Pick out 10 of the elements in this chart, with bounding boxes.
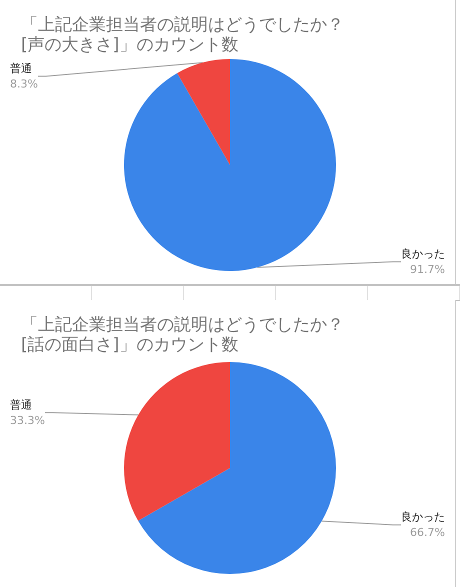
- data-label: 66.7%: [410, 526, 445, 540]
- slice-label: 良かった: [401, 510, 445, 524]
- data-label: 91.7%: [410, 263, 445, 276]
- data-label: 8.3%: [10, 78, 38, 90]
- chart-title: 「上記企業担当者の説明はどうでしたか？ [声の大きさ]」のカウント数: [21, 15, 344, 55]
- chart-title: 「上記企業担当者の説明はどうでしたか？ [話の面白さ]」のカウント数: [21, 315, 344, 355]
- slice-label: 普通: [10, 398, 32, 412]
- slice-label: 良かった: [401, 248, 445, 260]
- data-label: 33.3%: [10, 414, 45, 427]
- slice-label: 普通: [10, 62, 32, 75]
